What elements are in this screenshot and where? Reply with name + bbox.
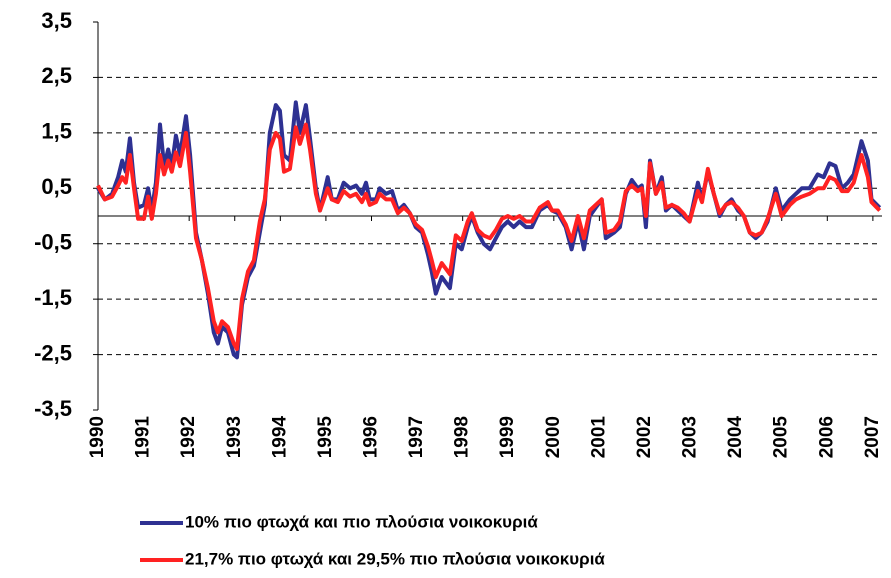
legend-label: 21,7% πιο φτωχά και 29,5% πιο πλούσια νο… [185, 549, 605, 568]
y-tick-label: -0,5 [34, 230, 72, 255]
y-tick-label: -2,5 [34, 340, 72, 365]
series-line [96, 122, 882, 351]
y-tick-label: 1,5 [41, 119, 72, 144]
x-tick-label: 2006 [816, 416, 837, 458]
y-tick-label: 0,5 [41, 174, 72, 199]
x-tick-label: 1994 [269, 416, 290, 459]
x-tick-label: 1993 [224, 416, 245, 458]
y-tick-label: -1,5 [34, 285, 72, 310]
x-tick-label: 2000 [543, 416, 564, 458]
x-tick-label: 1990 [87, 416, 108, 458]
x-tick-label: 2004 [725, 416, 746, 459]
x-tick-label: 2002 [634, 416, 655, 458]
x-tick-label: 2005 [771, 416, 792, 459]
x-tick-label: 2007 [862, 416, 883, 458]
x-tick-label: 1991 [133, 416, 154, 459]
y-tick-label: 3,5 [41, 8, 72, 33]
legend-label: 10% πιο φτωχά και πιο πλούσια νοικοκυριά [185, 512, 538, 531]
x-tick-label: 1996 [361, 416, 382, 458]
x-tick-label: 2003 [680, 416, 701, 458]
x-tick-label: 1999 [497, 416, 518, 458]
x-tick-label: 1992 [178, 416, 199, 458]
y-tick-label: -3,5 [34, 396, 72, 421]
x-tick-label: 1997 [406, 416, 427, 458]
x-tick-label: 1995 [315, 416, 336, 459]
x-tick-label: 1998 [452, 416, 473, 458]
x-tick-label: 2001 [588, 416, 609, 459]
y-tick-label: 2,5 [41, 63, 72, 88]
